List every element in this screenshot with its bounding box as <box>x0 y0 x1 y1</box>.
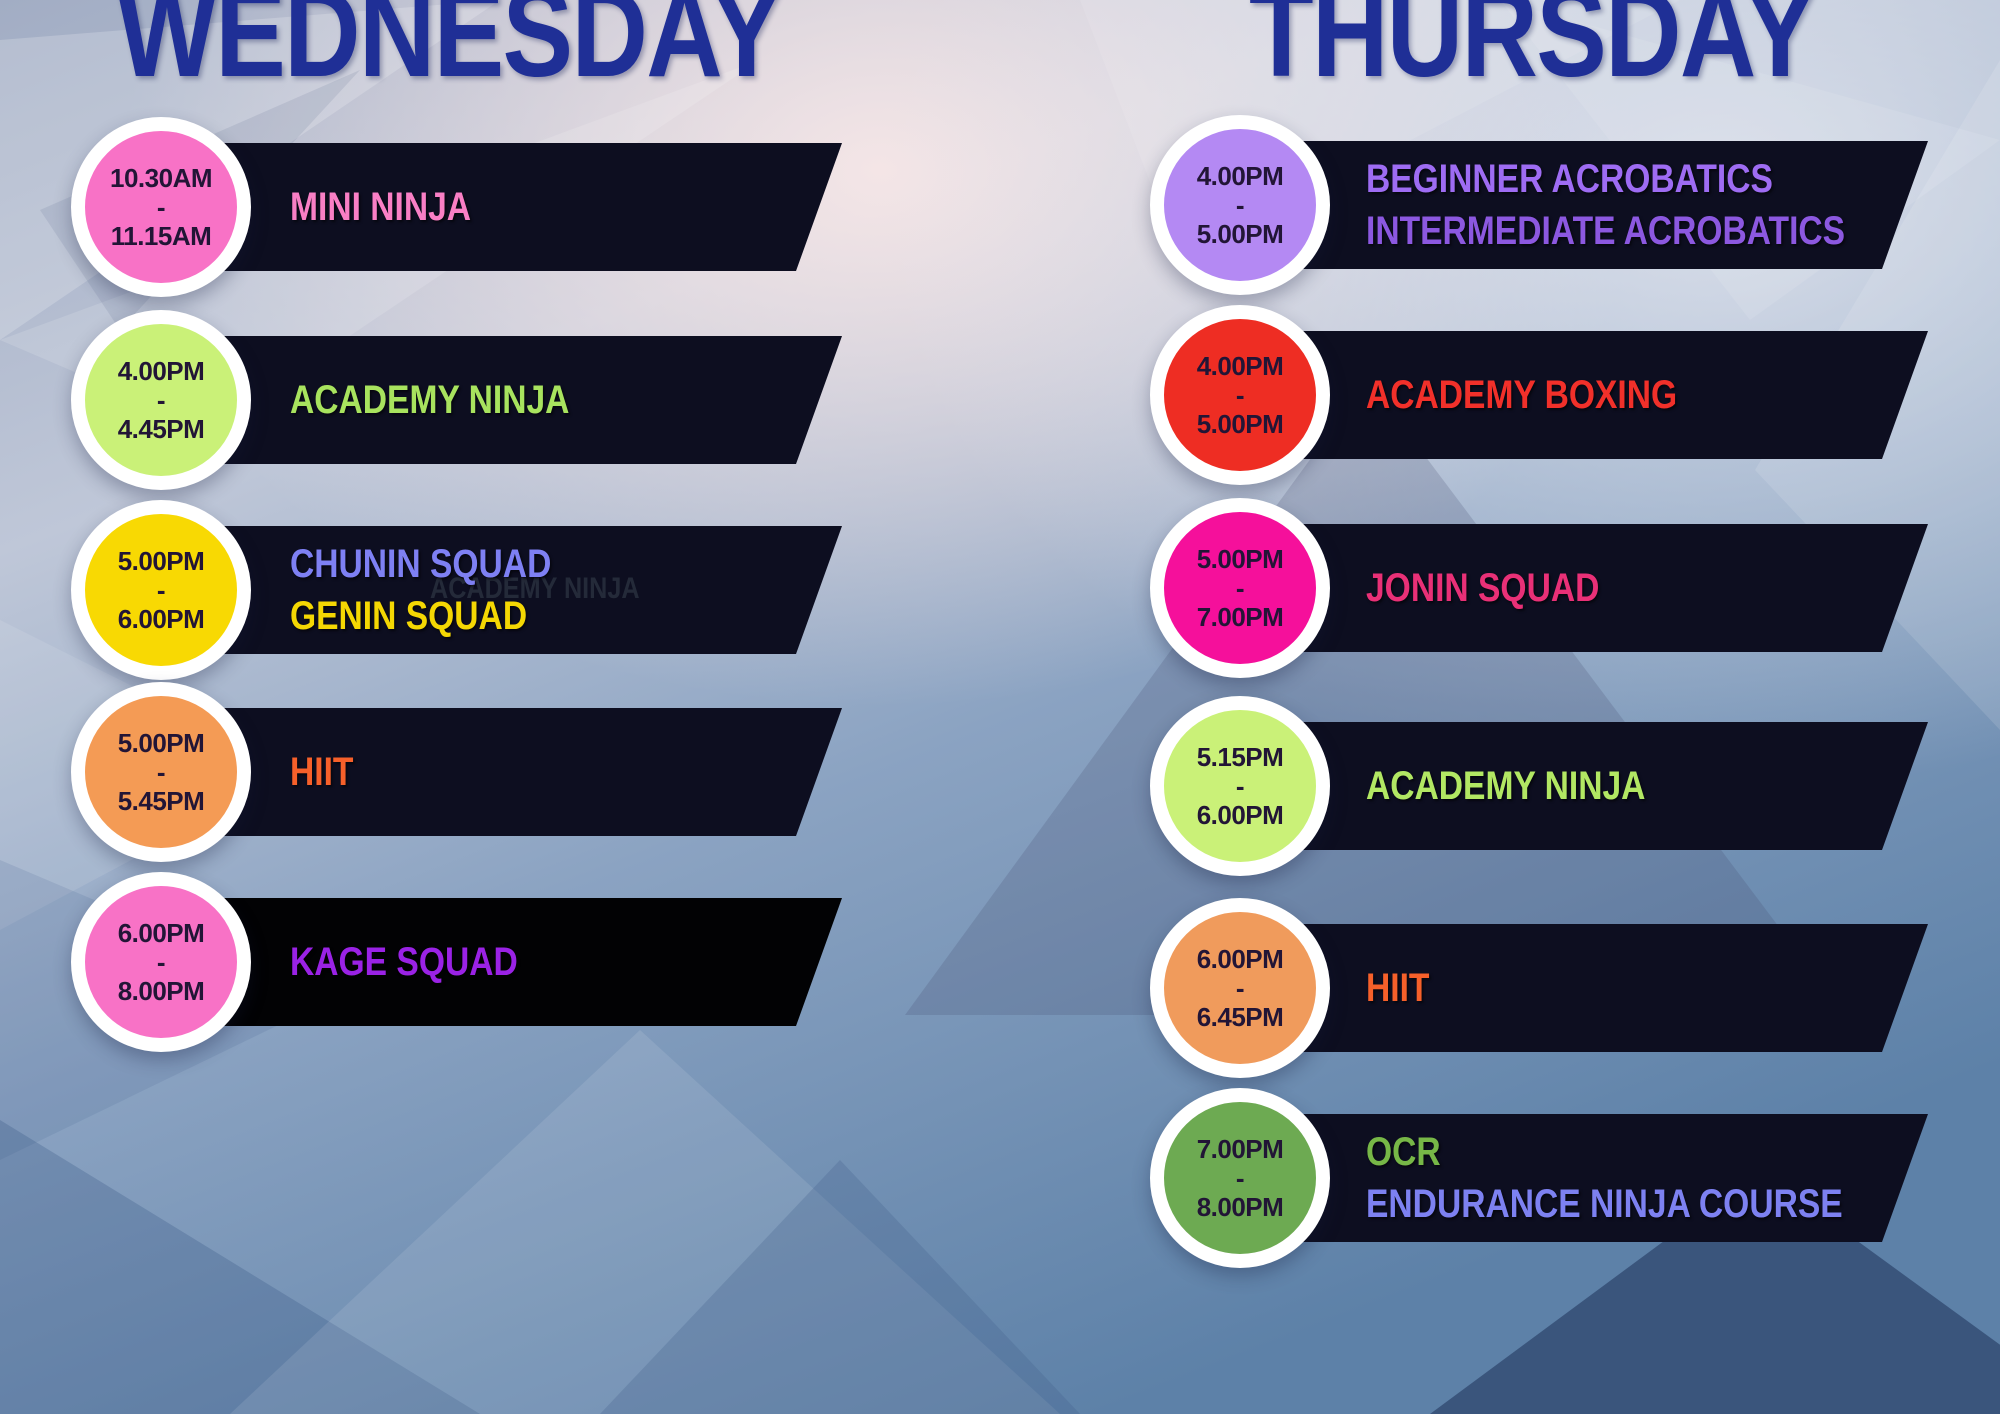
time-dash: - <box>1235 189 1245 220</box>
time-circle: 6.00PM - 8.00PM <box>71 872 251 1052</box>
time-circle: 5.00PM - 5.45PM <box>71 682 251 862</box>
schedule-row: OCR ENDURANCE NINJA COURSE 7.00PM - 8.00… <box>0 1088 2000 1268</box>
schedule-row: KAGE SQUAD 6.00PM - 8.00PM <box>0 872 2000 1052</box>
class-bar: ACADEMY NINJA <box>1300 722 1928 850</box>
time-start: 5.00PM <box>117 545 205 576</box>
class-bar: MINI NINJA <box>200 143 842 271</box>
time-circle: 4.00PM - 5.00PM <box>1150 115 1330 295</box>
time-start: 5.15PM <box>1196 741 1284 772</box>
time-circle: 4.00PM - 4.45PM <box>71 310 251 490</box>
day-title-wednesday: WEDNESDAY <box>117 0 782 103</box>
time-circle: 5.15PM - 6.00PM <box>1150 696 1330 876</box>
schedule-row: JONIN SQUAD 5.00PM - 7.00PM <box>0 498 2000 678</box>
ghost-text: ACADEMY NINJA <box>430 572 640 605</box>
schedule-row: HIIT 6.00PM - 6.45PM <box>0 898 2000 1078</box>
time-circle: 10.30AM - 11.15AM <box>71 117 251 297</box>
time-end: 11.15AM <box>110 220 212 251</box>
time-start: 4.00PM <box>117 355 205 386</box>
time-start: 7.00PM <box>1196 1133 1284 1164</box>
time-start: 10.30AM <box>110 162 213 193</box>
class-name: MINI NINJA <box>290 185 472 229</box>
class-name: JONIN SQUAD <box>1366 566 1600 610</box>
class-bar: OCR ENDURANCE NINJA COURSE <box>1300 1114 1928 1242</box>
time-end: 8.00PM <box>1196 1191 1284 1222</box>
time-end: 5.00PM <box>1196 408 1284 439</box>
time-end: 5.00PM <box>1196 218 1284 249</box>
class-bar: JONIN SQUAD <box>1300 524 1928 652</box>
day-title-thursday: THURSDAY <box>1249 0 1816 103</box>
time-end: 6.00PM <box>1196 799 1284 830</box>
class-bar: KAGE SQUAD <box>200 898 842 1026</box>
time-dash: - <box>1235 972 1245 1003</box>
time-circle: 5.00PM - 6.00PM <box>71 500 251 680</box>
schedule-row: HIIT 5.00PM - 5.45PM <box>0 682 2000 862</box>
class-bar: ACADEMY BOXING <box>1300 331 1928 459</box>
time-start: 6.00PM <box>1196 943 1284 974</box>
class-name: ENDURANCE NINJA COURSE <box>1366 1182 1843 1226</box>
class-name: GENIN SQUAD <box>290 594 528 638</box>
time-dash: - <box>1235 572 1245 603</box>
time-circle: 4.00PM - 5.00PM <box>1150 305 1330 485</box>
class-bar: HIIT <box>200 708 842 836</box>
time-circle: 5.00PM - 7.00PM <box>1150 498 1330 678</box>
class-bar: BEGINNER ACROBATICS INTERMEDIATE ACROBAT… <box>1300 141 1928 269</box>
time-dash: - <box>156 191 166 222</box>
time-start: 5.00PM <box>117 727 205 758</box>
class-name: ACADEMY BOXING <box>1366 373 1678 417</box>
time-start: 6.00PM <box>117 917 205 948</box>
time-dash: - <box>156 384 166 415</box>
time-dash: - <box>156 946 166 977</box>
class-name: HIIT <box>1366 966 1430 1010</box>
class-name: HIIT <box>290 750 354 794</box>
class-bar: ACADEMY NINJA CHUNIN SQUAD GENIN SQUAD <box>200 526 842 654</box>
schedule-row: ACADEMY NINJA 4.00PM - 4.45PM <box>0 310 2000 490</box>
time-dash: - <box>1235 1162 1245 1193</box>
time-dash: - <box>1235 379 1245 410</box>
class-name: KAGE SQUAD <box>290 940 518 984</box>
time-end: 7.00PM <box>1196 601 1284 632</box>
time-dash: - <box>156 574 166 605</box>
class-bar: ACADEMY NINJA <box>200 336 842 464</box>
schedule-row: MINI NINJA 10.30AM - 11.15AM <box>0 117 2000 297</box>
time-end: 6.45PM <box>1196 1001 1284 1032</box>
schedule-row: BEGINNER ACROBATICS INTERMEDIATE ACROBAT… <box>0 115 2000 295</box>
time-circle: 7.00PM - 8.00PM <box>1150 1088 1330 1268</box>
class-name: CHUNIN SQUAD <box>290 542 552 586</box>
class-name: ACADEMY NINJA <box>1366 764 1646 808</box>
time-end: 8.00PM <box>117 975 205 1006</box>
schedule-row: ACADEMY NINJA CHUNIN SQUAD GENIN SQUAD 5… <box>0 500 2000 680</box>
time-start: 5.00PM <box>1196 543 1284 574</box>
time-dash: - <box>156 756 166 787</box>
time-dash: - <box>1235 770 1245 801</box>
class-bar: HIIT <box>1300 924 1928 1052</box>
class-name: INTERMEDIATE ACROBATICS <box>1366 209 1846 253</box>
class-name: OCR <box>1366 1130 1441 1174</box>
time-start: 4.00PM <box>1196 160 1284 191</box>
time-end: 5.45PM <box>117 785 205 816</box>
time-end: 4.45PM <box>117 413 205 444</box>
time-circle: 6.00PM - 6.45PM <box>1150 898 1330 1078</box>
class-name: BEGINNER ACROBATICS <box>1366 157 1773 201</box>
time-end: 6.00PM <box>117 603 205 634</box>
time-start: 4.00PM <box>1196 350 1284 381</box>
class-name: ACADEMY NINJA <box>290 378 570 422</box>
